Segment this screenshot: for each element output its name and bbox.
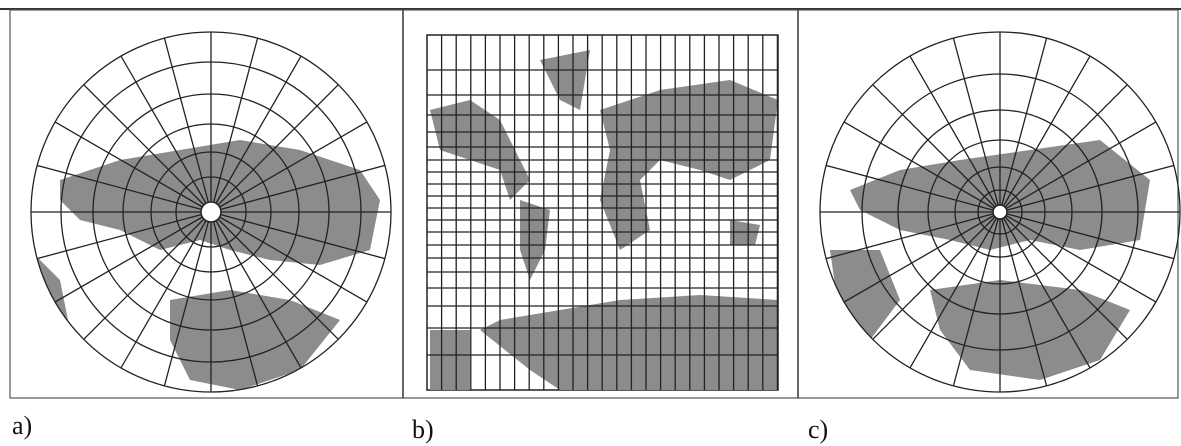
pole (201, 202, 221, 222)
land (930, 280, 1130, 380)
land (30, 250, 70, 330)
panel-label: a) (12, 411, 32, 440)
land (430, 330, 470, 390)
panel-label: c) (808, 415, 828, 444)
figure: a) b) c) (0, 0, 1181, 446)
panel-label: b) (412, 415, 434, 444)
pole (993, 205, 1007, 219)
